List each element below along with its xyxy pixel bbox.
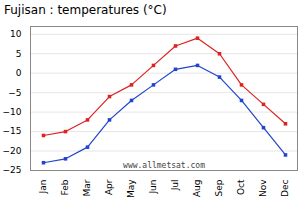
svg-text:May: May bbox=[126, 179, 136, 198]
svg-text:Jun: Jun bbox=[148, 180, 158, 195]
svg-text:−10: −10 bbox=[3, 107, 22, 117]
svg-text:Apr: Apr bbox=[104, 179, 114, 195]
svg-text:0: 0 bbox=[16, 68, 22, 78]
svg-text:Dec: Dec bbox=[280, 179, 290, 196]
html-text:Fujisan : temperatures (°C): Fujisan : temperatures (°C) bbox=[4, 3, 167, 17]
svg-text:−20: −20 bbox=[3, 146, 22, 156]
svg-text:5: 5 bbox=[16, 49, 22, 59]
svg-text:10: 10 bbox=[10, 29, 22, 39]
svg-text:−25: −25 bbox=[3, 165, 22, 175]
svg-text:−5: −5 bbox=[8, 88, 21, 98]
svg-text:Jan: Jan bbox=[38, 180, 48, 195]
svg-text:www.allmetsat.com: www.allmetsat.com bbox=[123, 161, 205, 170]
svg-text:Sep: Sep bbox=[214, 179, 224, 196]
svg-text:Aug: Aug bbox=[192, 180, 202, 198]
svg-text:Mar: Mar bbox=[82, 179, 92, 196]
svg-text:−15: −15 bbox=[3, 126, 22, 136]
svg-text:Nov: Nov bbox=[258, 179, 268, 197]
svg-text:Jul: Jul bbox=[170, 180, 180, 192]
svg-text:Feb: Feb bbox=[60, 179, 70, 195]
svg-text:Oct: Oct bbox=[236, 179, 246, 195]
